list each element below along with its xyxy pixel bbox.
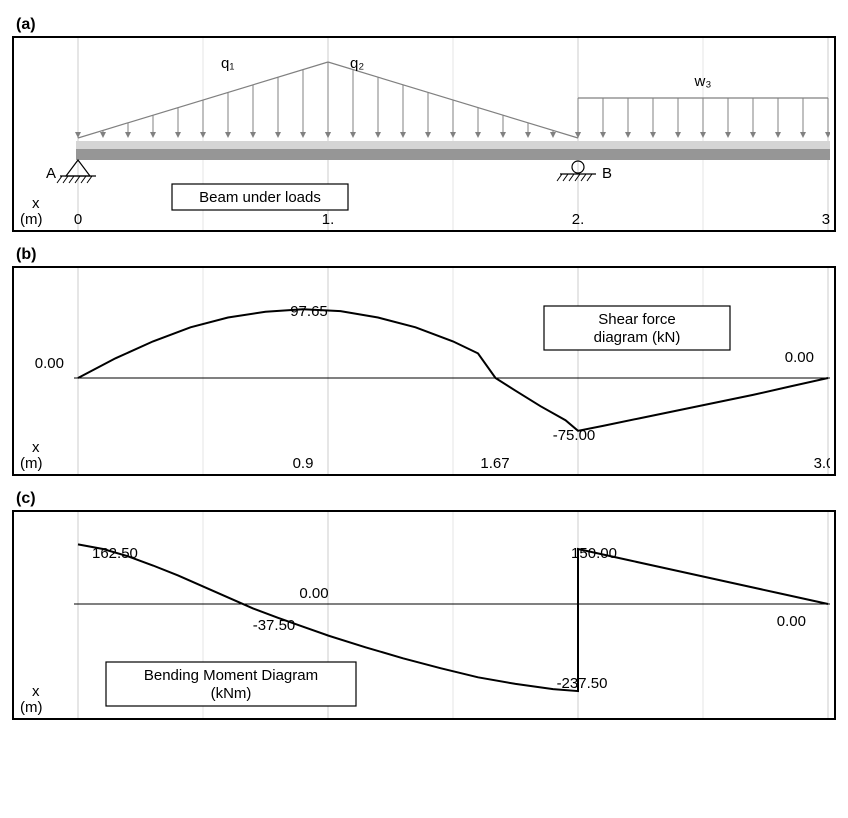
svg-text:(m): (m) xyxy=(20,455,43,472)
svg-text:q₂: q₂ xyxy=(350,55,364,72)
panel-c-label: (c) xyxy=(16,490,836,508)
svg-text:x: x xyxy=(32,683,40,700)
svg-text:Shear force: Shear force xyxy=(598,311,676,328)
panel-a: q₁ q₂ w₃ A B Beam under loads x(m) 0 1. 2. 3. xyxy=(12,36,836,232)
svg-text:Beam under loads: Beam under loads xyxy=(199,189,321,206)
shear-force-diagram: 0.00 97.65 -75.00 0.00 Shear forcediagram (k… xyxy=(14,268,830,474)
panel-c: 162.500.00-37.50-237.50150.000.00Bending… xyxy=(12,510,836,720)
svg-text:0.00: 0.00 xyxy=(35,355,64,372)
svg-text:x: x xyxy=(32,195,40,212)
svg-text:B: B xyxy=(602,165,612,182)
svg-text:0.00: 0.00 xyxy=(299,585,328,602)
svg-text:(m): (m) xyxy=(20,211,43,228)
svg-text:-75.00: -75.00 xyxy=(553,427,596,444)
svg-text:w₃: w₃ xyxy=(694,73,712,90)
svg-text:0.9: 0.9 xyxy=(293,455,314,472)
beam-diagram: q₁ q₂ w₃ A B Beam under loads x(m) 0 1. 2. 3. xyxy=(14,38,830,230)
svg-text:3.: 3. xyxy=(822,211,830,228)
svg-text:q₁: q₁ xyxy=(221,55,234,72)
svg-text:-237.50: -237.50 xyxy=(557,675,608,692)
svg-text:Bending Moment Diagram: Bending Moment Diagram xyxy=(144,667,318,684)
svg-text:0.00: 0.00 xyxy=(785,349,814,366)
svg-text:diagram (kN): diagram (kN) xyxy=(594,329,681,346)
svg-text:x: x xyxy=(32,439,40,456)
svg-text:(kNm): (kNm) xyxy=(211,685,252,702)
svg-text:1.: 1. xyxy=(322,211,335,228)
svg-text:97.65: 97.65 xyxy=(290,303,328,320)
svg-text:1.67: 1.67 xyxy=(480,455,509,472)
bending-moment-diagram: 162.500.00-37.50-237.50150.000.00Bending… xyxy=(14,512,830,718)
svg-text:-37.50: -37.50 xyxy=(253,617,296,634)
svg-text:0.00: 0.00 xyxy=(777,613,806,630)
panel-a-label: (a) xyxy=(16,16,836,34)
svg-text:150.00: 150.00 xyxy=(571,545,617,562)
panel-b: 0.00 97.65 -75.00 0.00 Shear forcediagram (k… xyxy=(12,266,836,476)
svg-text:A: A xyxy=(46,165,56,182)
svg-text:(m): (m) xyxy=(20,699,43,716)
panel-b-label: (b) xyxy=(16,246,836,264)
svg-text:162.50: 162.50 xyxy=(92,545,138,562)
svg-text:0: 0 xyxy=(74,211,82,228)
svg-text:2.: 2. xyxy=(572,211,585,228)
svg-text:3.0: 3.0 xyxy=(814,455,830,472)
